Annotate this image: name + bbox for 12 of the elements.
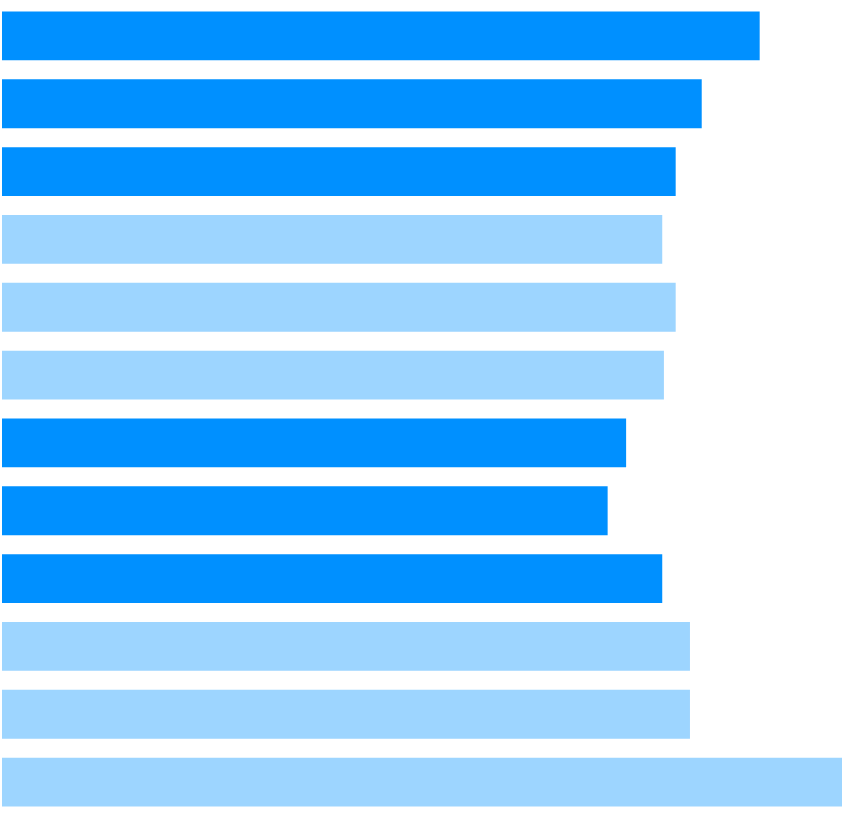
bar (2, 11, 760, 61)
bar (2, 554, 663, 603)
bar (2, 215, 663, 264)
bar (2, 418, 627, 468)
bar (2, 79, 702, 129)
bar (2, 689, 690, 739)
bar (2, 282, 676, 332)
bar (2, 147, 676, 196)
bar (2, 350, 664, 400)
bar (2, 622, 690, 671)
bar (2, 757, 842, 807)
bar (2, 486, 608, 536)
